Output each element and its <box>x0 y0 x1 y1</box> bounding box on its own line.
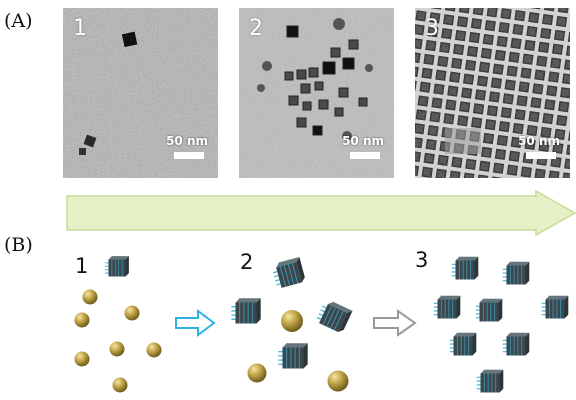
gold-particle <box>109 341 125 357</box>
tem-image-2-scale-bar <box>350 152 380 159</box>
stage-2-cube <box>270 256 307 290</box>
tem-image-3-number: 3 <box>425 16 439 41</box>
gold-particle <box>327 370 349 392</box>
stage-3-cube <box>541 295 569 320</box>
stage-3-cube <box>433 295 461 320</box>
stage-3-cube <box>502 261 530 286</box>
gold-particle <box>124 305 140 321</box>
stage-3-cube <box>475 298 503 323</box>
stage-2-cube <box>314 297 354 335</box>
tem-image-3: 3 50 nm <box>415 8 570 178</box>
stage-1-cube <box>104 255 130 278</box>
stage-3-cube <box>451 256 479 281</box>
gold-particle <box>74 312 90 328</box>
tem-image-3-scale-label: 50 nm <box>518 134 560 148</box>
tem-image-1-number: 1 <box>73 16 87 41</box>
stage-1-particles <box>74 255 162 393</box>
stage-2-particles <box>230 256 354 392</box>
stage-3-cube <box>476 369 504 394</box>
gold-particle <box>146 342 162 358</box>
tem-image-2-graphic <box>239 8 394 178</box>
stage-2-cube <box>277 342 309 370</box>
tem-image-1-graphic <box>63 8 218 178</box>
stage-3-cube <box>502 332 530 357</box>
tem-image-2-number: 2 <box>249 16 263 41</box>
panel-a-label: (A) <box>4 10 33 32</box>
gold-particle <box>247 363 267 383</box>
stage-1-number: 1 <box>75 254 89 278</box>
growth-progression-arrow <box>66 190 576 236</box>
tem-image-3-scale-bar <box>526 152 556 159</box>
tem-image-1-scale-label: 50 nm <box>166 134 208 148</box>
tem-image-2: 2 50 nm <box>239 8 394 178</box>
stage-2-number: 2 <box>240 250 254 274</box>
tem-image-2-scale-label: 50 nm <box>342 134 384 148</box>
panel-b-label: (B) <box>4 234 33 256</box>
gold-particle <box>281 310 303 332</box>
gold-particle <box>112 377 128 393</box>
stage-3-particles <box>433 256 569 394</box>
stage-3-cube <box>449 332 477 357</box>
transition-arrow-1-2 <box>175 309 216 337</box>
gold-particle <box>82 289 98 305</box>
transition-arrow-2-3 <box>373 309 417 337</box>
tem-image-1-scale-bar <box>174 152 204 159</box>
gold-particle <box>74 351 90 367</box>
stage-3-number: 3 <box>415 248 429 272</box>
tem-image-3-graphic <box>415 8 570 178</box>
stage-2-cube <box>230 297 262 325</box>
tem-image-1: 1 50 nm <box>63 8 218 178</box>
